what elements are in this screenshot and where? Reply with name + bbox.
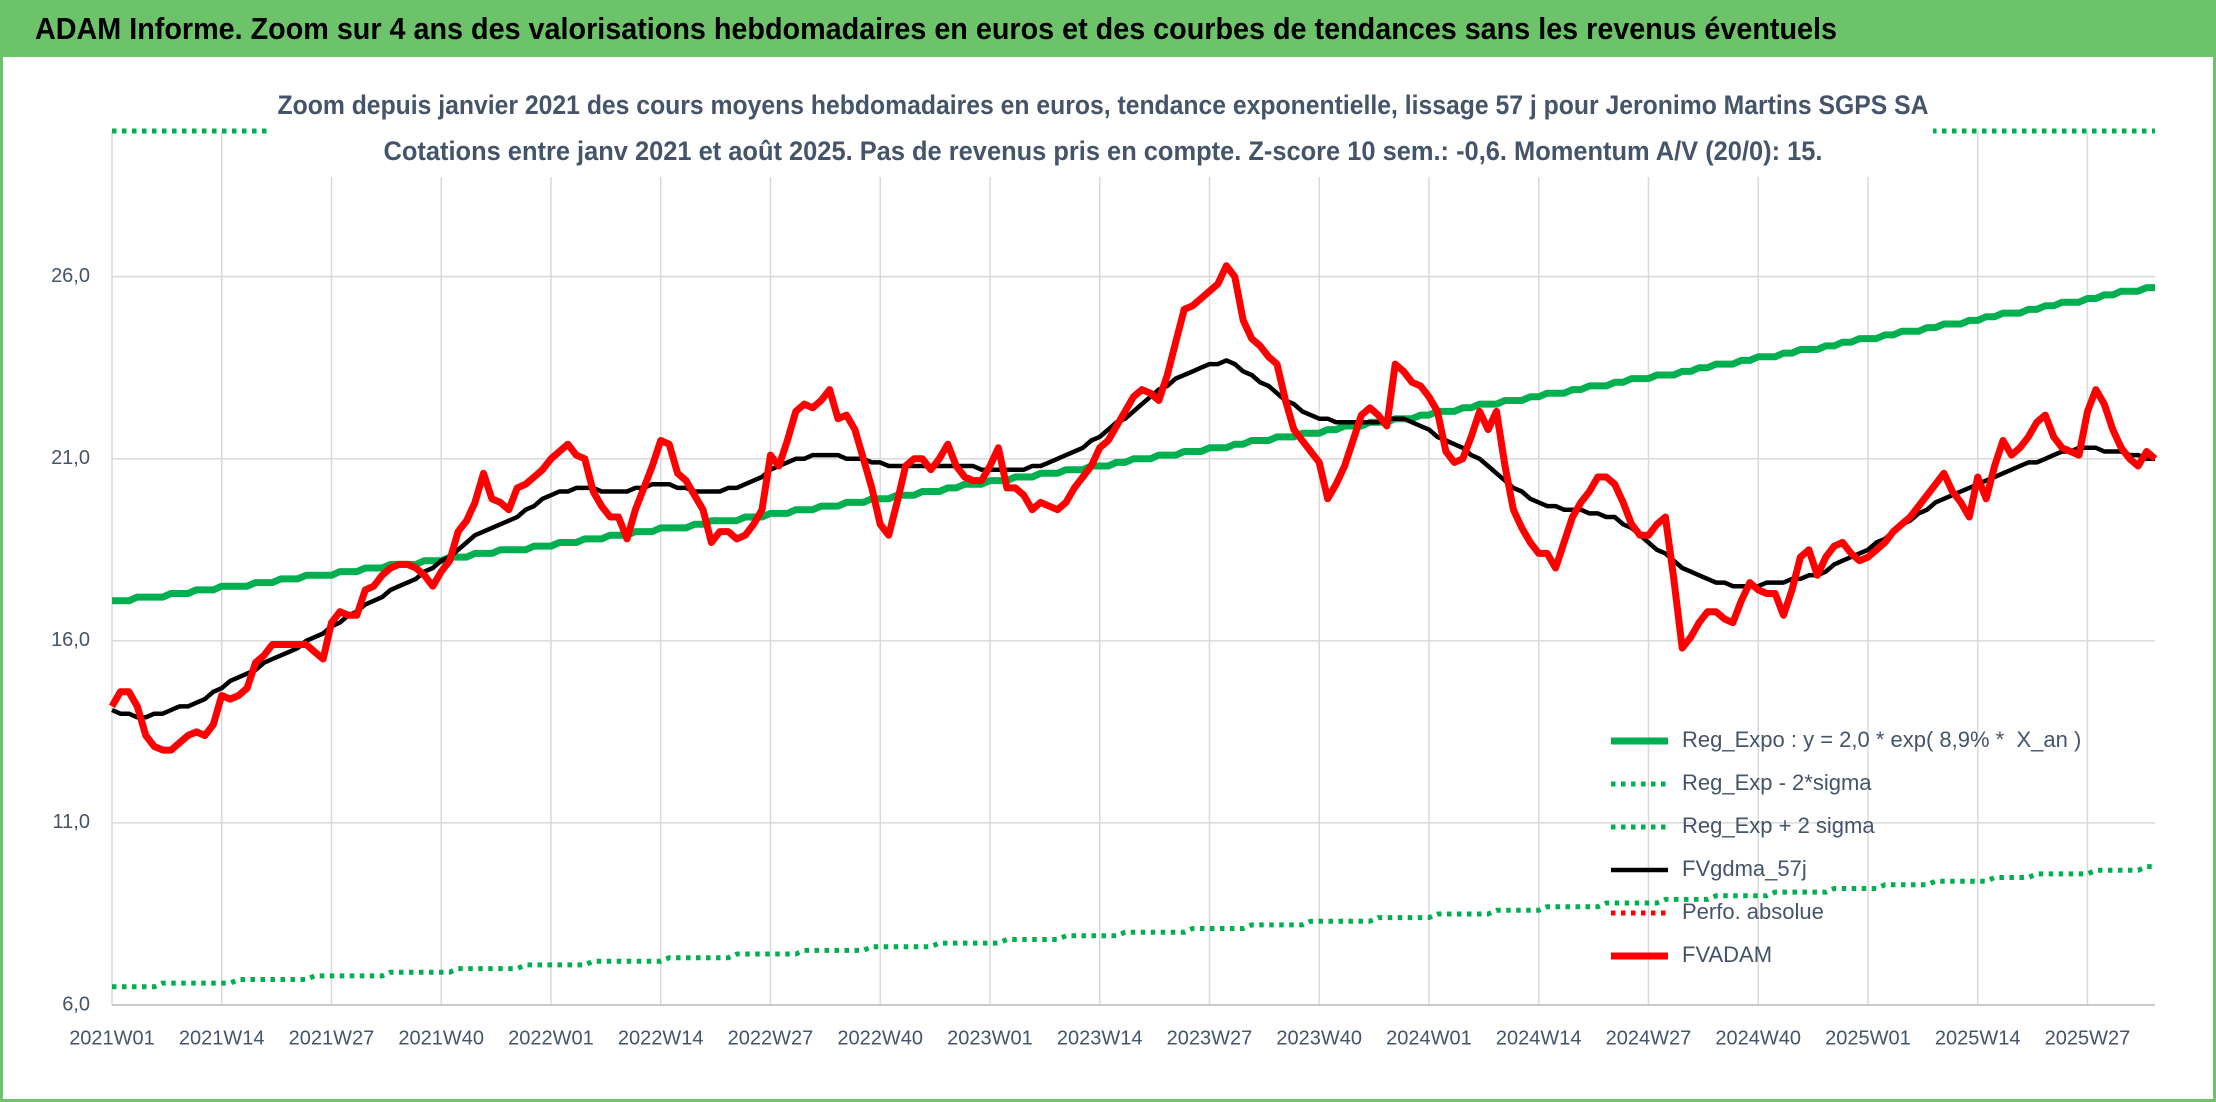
x-tick-label: 2025W14	[1935, 1027, 2021, 1049]
x-tick-label: 2022W01	[508, 1027, 594, 1049]
x-tick-label: 2024W14	[1496, 1027, 1582, 1049]
x-tick-label: 2021W27	[289, 1027, 375, 1049]
y-tick-label: 21,0	[51, 447, 90, 469]
x-tick-label: 2025W01	[1825, 1027, 1911, 1049]
y-tick-label: 6,0	[62, 993, 90, 1015]
series-line	[108, 262, 2158, 754]
x-tick-label: 2023W40	[1276, 1027, 1362, 1049]
header-bar	[0, 0, 2216, 57]
x-tick-label: 2022W40	[837, 1027, 923, 1049]
x-tick-label: 2022W14	[618, 1027, 704, 1049]
series-line	[112, 864, 2155, 990]
x-tick-label: 2023W14	[1057, 1027, 1143, 1049]
legend-label: Reg_Exp - 2*sigma	[1682, 770, 1872, 795]
chart-title: ADAM Informe. Zoom sur 4 ans des valoris…	[35, 11, 1837, 46]
y-tick-label: 16,0	[51, 629, 90, 651]
subtitle-line: Cotations entre janv 2021 et août 2025. …	[384, 136, 1823, 166]
x-tick-label: 2021W01	[69, 1027, 155, 1049]
x-tick-label: 2024W40	[1715, 1027, 1801, 1049]
subtitle: Zoom depuis janvier 2021 des cours moyen…	[269, 84, 1933, 177]
x-tick-label: 2021W14	[179, 1027, 265, 1049]
x-tick-label: 2023W27	[1167, 1027, 1253, 1049]
x-tick-label: 2025W27	[2045, 1027, 2131, 1049]
grid: 6,0 11,0 16,0 21,0 26,0 2021W01 2021W14 2021W27…	[51, 131, 2155, 1049]
legend-label: Reg_Expo : y = 2,0 * exp( 8,9% * X_an )	[1682, 727, 2081, 752]
x-tick-label: 2021W40	[398, 1027, 484, 1049]
legend-label: Perfo. absolue	[1682, 899, 1824, 924]
y-tick-label: 11,0	[53, 811, 90, 833]
legend-label: FVgdma_57j	[1682, 856, 1807, 881]
subtitle-box	[269, 84, 1933, 177]
x-tick-label: 2024W27	[1606, 1027, 1692, 1049]
x-tick-label: 2023W01	[947, 1027, 1033, 1049]
x-tick-label: 2024W01	[1386, 1027, 1472, 1049]
x-tick-label: 2022W27	[728, 1027, 814, 1049]
legend-label: Reg_Exp + 2 sigma	[1682, 813, 1875, 838]
y-tick-label: 26,0	[51, 265, 90, 287]
legend: Reg_Expo : y = 2,0 * exp( 8,9% * X_an ) R…	[1611, 727, 2081, 967]
subtitle-line: Zoom depuis janvier 2021 des cours moyen…	[278, 90, 1929, 120]
legend-label: FVADAM	[1682, 942, 1772, 967]
